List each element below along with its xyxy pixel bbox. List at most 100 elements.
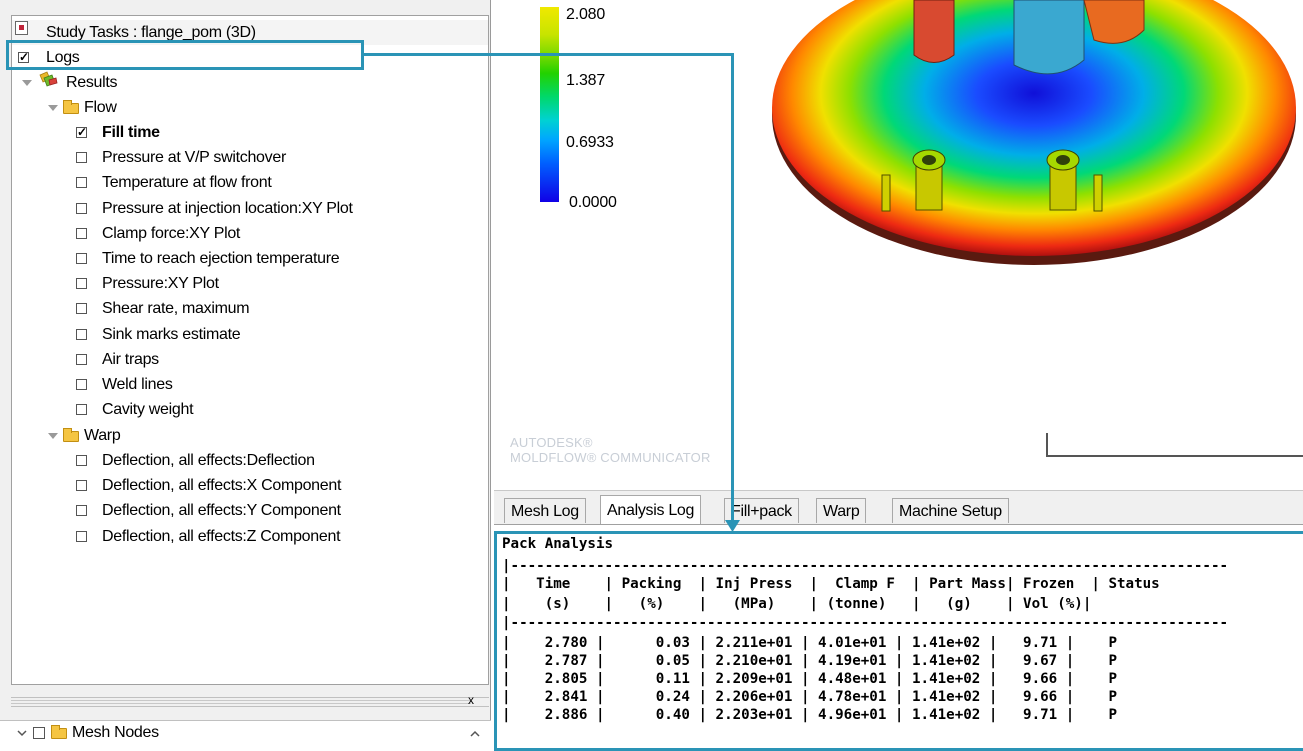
result-checkbox[interactable] — [76, 303, 87, 315]
tree-result-item[interactable]: Deflection, all effects:Y Component — [12, 498, 488, 523]
tree-result-item[interactable]: Clamp force:XY Plot — [12, 221, 488, 246]
folder-icon — [63, 428, 79, 442]
expand-arrow-icon[interactable] — [22, 80, 32, 86]
logs-highlight-callout — [6, 40, 364, 70]
tree-result-item[interactable]: Pressure:XY Plot — [12, 271, 488, 296]
close-panel-button[interactable]: x — [468, 693, 474, 707]
tree-result-item[interactable]: Weld lines — [12, 372, 488, 397]
part-model-render[interactable] — [764, 0, 1303, 300]
scale-label-max: 2.080 — [566, 6, 606, 23]
tree-result-item[interactable]: Sink marks estimate — [12, 322, 488, 347]
boss-right — [1046, 149, 1080, 211]
result-label: Shear rate, maximum — [102, 300, 250, 318]
tree-result-item[interactable]: Deflection, all effects:Deflection — [12, 448, 488, 473]
watermark-line-2: MOLDFLOW® COMMUNICATOR — [510, 450, 711, 465]
log-row: | 2.841 | 0.24 | 2.206e+01 | 4.78e+01 | … — [502, 689, 1117, 705]
result-label: Pressure at V/P switchover — [102, 149, 286, 167]
tree-result-item[interactable]: Deflection, all effects:X Component — [12, 473, 488, 498]
result-checkbox[interactable] — [76, 404, 87, 416]
tab-warp[interactable]: Warp — [816, 498, 867, 523]
log-highlight-callout — [494, 531, 1303, 751]
fill-time-color-scale — [540, 7, 559, 202]
log-row: | 2.805 | 0.11 | 2.209e+01 | 4.48e+01 | … — [502, 671, 1117, 687]
model-viewport[interactable]: 2.080 1.387 0.6933 0.0000 — [494, 0, 1303, 490]
expand-arrow-icon[interactable] — [48, 433, 58, 439]
mesh-nodes-row[interactable]: Mesh Nodes — [0, 720, 491, 745]
result-label: Temperature at flow front — [102, 174, 272, 192]
warp-label: Warp — [84, 427, 121, 444]
result-label: Pressure:XY Plot — [102, 275, 219, 293]
chevron-down-icon[interactable] — [16, 729, 28, 738]
result-label: Time to reach ejection temperature — [102, 250, 340, 267]
tree-result-item[interactable]: Cavity weight — [12, 397, 488, 422]
tree-result-item[interactable]: Temperature at flow front — [12, 170, 488, 195]
tree-item-warp[interactable]: Warp — [12, 423, 488, 448]
result-label: Deflection, all effects:X Component — [102, 477, 342, 495]
log-separator: |---------------------------------------… — [502, 615, 1229, 631]
folder-icon — [51, 725, 67, 739]
result-checkbox[interactable] — [76, 122, 87, 142]
panel-splitter[interactable] — [11, 697, 489, 707]
result-checkbox[interactable] — [76, 202, 87, 214]
log-row: | 2.886 | 0.40 | 2.203e+01 | 4.96e+01 | … — [502, 707, 1117, 723]
result-checkbox[interactable] — [76, 530, 87, 542]
result-checkbox[interactable] — [76, 328, 87, 340]
logs-checkbox[interactable] — [18, 47, 29, 67]
study-tasks-label: Study Tasks : flange_pom (3D) — [46, 24, 256, 41]
result-checkbox[interactable] — [76, 253, 87, 264]
result-label: Pressure at injection location:XY Plot — [102, 199, 353, 217]
results-label: Results — [66, 74, 118, 91]
expand-arrow-icon[interactable] — [48, 105, 58, 111]
result-checkbox[interactable] — [76, 227, 87, 239]
result-checkbox[interactable] — [76, 455, 87, 466]
study-tree-panel: Study Tasks : flange_pom (3D) Logs Resul… — [0, 0, 491, 745]
tree-result-item[interactable]: Deflection, all effects:Z Component — [12, 524, 488, 549]
study-tree: Study Tasks : flange_pom (3D) Logs Resul… — [11, 15, 489, 685]
results-icon — [39, 71, 58, 87]
log-header-line-2: | (s) | (%) | (MPa) | (tonne) | (g) | Vo… — [502, 596, 1092, 612]
result-checkbox[interactable] — [76, 480, 87, 492]
tree-item-logs[interactable]: Logs — [12, 45, 488, 70]
tree-result-item[interactable]: Fill time — [12, 120, 488, 145]
tab-mesh-log[interactable]: Mesh Log — [504, 498, 586, 523]
analysis-log-output[interactable]: Pack Analysis |-------------------------… — [494, 524, 1303, 745]
log-row: | 2.780 | 0.03 | 2.211e+01 | 4.01e+01 | … — [502, 635, 1117, 651]
folder-icon — [63, 100, 79, 114]
tab-analysis-log[interactable]: Analysis Log — [600, 495, 702, 524]
result-checkbox[interactable] — [76, 278, 87, 290]
tree-item-flow[interactable]: Flow — [12, 95, 488, 120]
result-checkbox[interactable] — [76, 379, 87, 390]
log-separator: |---------------------------------------… — [502, 558, 1229, 574]
flow-label: Flow — [84, 99, 117, 116]
tree-result-item[interactable]: Pressure at V/P switchover — [12, 145, 488, 170]
result-label: Air traps — [102, 350, 159, 368]
callout-connector — [362, 53, 734, 56]
result-checkbox[interactable] — [76, 152, 87, 164]
result-checkbox[interactable] — [76, 177, 87, 189]
result-label: Weld lines — [102, 376, 173, 393]
mesh-nodes-label: Mesh Nodes — [72, 724, 159, 741]
tree-result-item[interactable]: Shear rate, maximum — [12, 296, 488, 321]
tab-fill-pack[interactable]: Fill+pack — [724, 498, 799, 523]
callout-arrow-icon — [725, 520, 740, 532]
result-label: Sink marks estimate — [102, 325, 241, 343]
result-label: Deflection, all effects:Z Component — [102, 527, 341, 545]
app-watermark: AUTODESK® MOLDFLOW® COMMUNICATOR — [510, 435, 711, 465]
boss-left — [912, 149, 946, 211]
log-header-line-1: | Time | Packing | Inj Press | Clamp F |… — [502, 576, 1160, 592]
scale-label-mid-low: 0.6933 — [566, 134, 614, 151]
result-checkbox[interactable] — [76, 353, 87, 365]
log-row: | 2.787 | 0.05 | 2.210e+01 | 4.19e+01 | … — [502, 653, 1117, 669]
tree-result-item[interactable]: Pressure at injection location:XY Plot — [12, 196, 488, 221]
tree-result-item[interactable]: Time to reach ejection temperature — [12, 246, 488, 271]
watermark-line-1: AUTODESK® — [510, 435, 593, 450]
result-checkbox[interactable] — [76, 505, 87, 517]
log-title: Pack Analysis — [502, 536, 614, 552]
chevron-up-icon[interactable] — [469, 729, 481, 738]
result-label: Deflection, all effects:Deflection — [102, 452, 315, 469]
result-label: Fill time — [102, 124, 160, 141]
mesh-nodes-checkbox[interactable] — [33, 727, 45, 739]
tree-item-results[interactable]: Results — [12, 70, 488, 95]
tree-result-item[interactable]: Air traps — [12, 347, 488, 372]
tab-machine-setup[interactable]: Machine Setup — [892, 498, 1009, 523]
